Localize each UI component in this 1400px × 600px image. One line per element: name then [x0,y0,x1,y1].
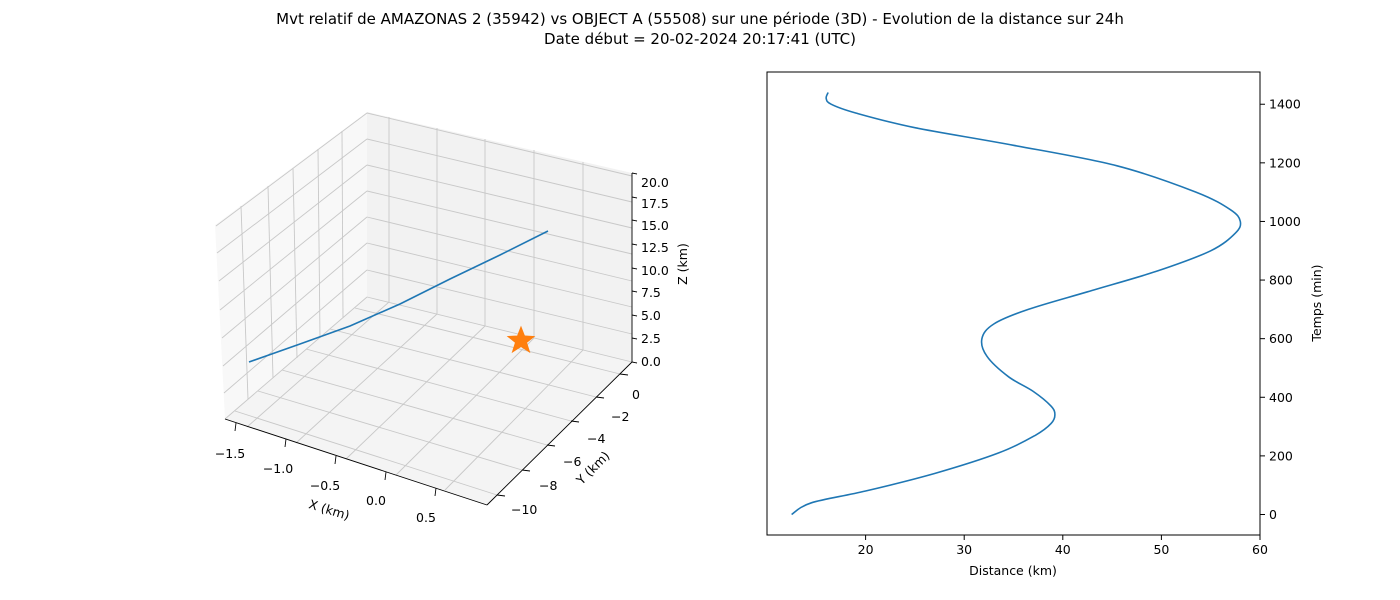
z-tick-label-3d: 5.0 [641,308,661,323]
3d-grid [215,112,633,496]
z-tick-label-3d: 10.0 [641,263,669,278]
x-tick-label-2d: 50 [1153,542,1169,557]
y-tick-label-3d: −2 [611,409,629,424]
y-tick-label-3d: −8 [539,478,557,493]
x-tick-label-3d: −1.5 [215,446,245,461]
y-tick-label-3d: 0 [632,387,640,402]
distance-curve [791,92,1242,516]
3d-axes [215,112,638,506]
z-axis-label-3d: Z (km) [675,243,690,285]
x-tick-label-3d: 0.5 [416,510,436,525]
y-axis-line [486,361,633,506]
chart-subtitle: Date début = 20-02-2024 20:17:41 (UTC) [544,30,856,48]
z-tick-label-3d: 0.0 [641,354,661,369]
z-tick-label-3d: 20.0 [641,175,669,190]
z-tick-label-3d: 17.5 [641,196,669,211]
y-tick-label-2d: 200 [1269,448,1293,463]
y-tick-label-2d: 1200 [1269,155,1301,170]
x-tick-label-2d: 40 [1055,542,1071,557]
x-axis-line [224,418,488,506]
z-tick-label-3d: 12.5 [641,240,669,255]
z-tick-label-3d: 2.5 [641,331,661,346]
y-tick-label-2d: 800 [1269,273,1293,288]
y-tick-label-2d: 0 [1269,507,1277,522]
z-tick-label-3d: 15.0 [641,218,669,233]
x-tick-label-3d: 0.0 [366,493,386,508]
back-pane [367,112,632,362]
3d-trajectory-line [248,230,549,363]
y-tick-label-3d: −10 [511,502,537,517]
chart-title: Mvt relatif de AMAZONAS 2 (35942) vs OBJ… [276,10,1124,28]
x-tick-label-2d: 60 [1252,542,1268,557]
z-tick-label-3d: 7.5 [641,285,661,300]
x-tick-label-2d: 30 [956,542,972,557]
x-tick-label-2d: 20 [858,542,874,557]
object-star-marker [506,325,536,354]
floor-pane [225,297,632,505]
side-pane [215,112,367,419]
y-tick-label-2d: 1400 [1269,97,1301,112]
x-tick-label-3d: −1.0 [263,461,293,476]
x-tick-label-3d: −0.5 [310,478,340,493]
y-tick-label-2d: 400 [1269,390,1293,405]
x-axis-label-3d: X (km) [307,496,351,523]
3d-tick-labels: −1.5 −1.0 −0.5 0.0 0.5 0−2 −4 −6 −8−10 0.0 2.5 5.0 7… [215,175,669,525]
y-axis-label-2d: Temps (min) [1309,264,1324,342]
y-tick-label-3d: −6 [563,454,581,469]
y-tick-label-3d: −4 [587,431,605,446]
plot-frame [766,71,1261,536]
x-axis-label-2d: Distance (km) [969,563,1057,578]
y-tick-label-2d: 1000 [1269,214,1301,229]
y-tick-label-2d: 600 [1269,331,1293,346]
3d-tick-marks [234,172,638,497]
